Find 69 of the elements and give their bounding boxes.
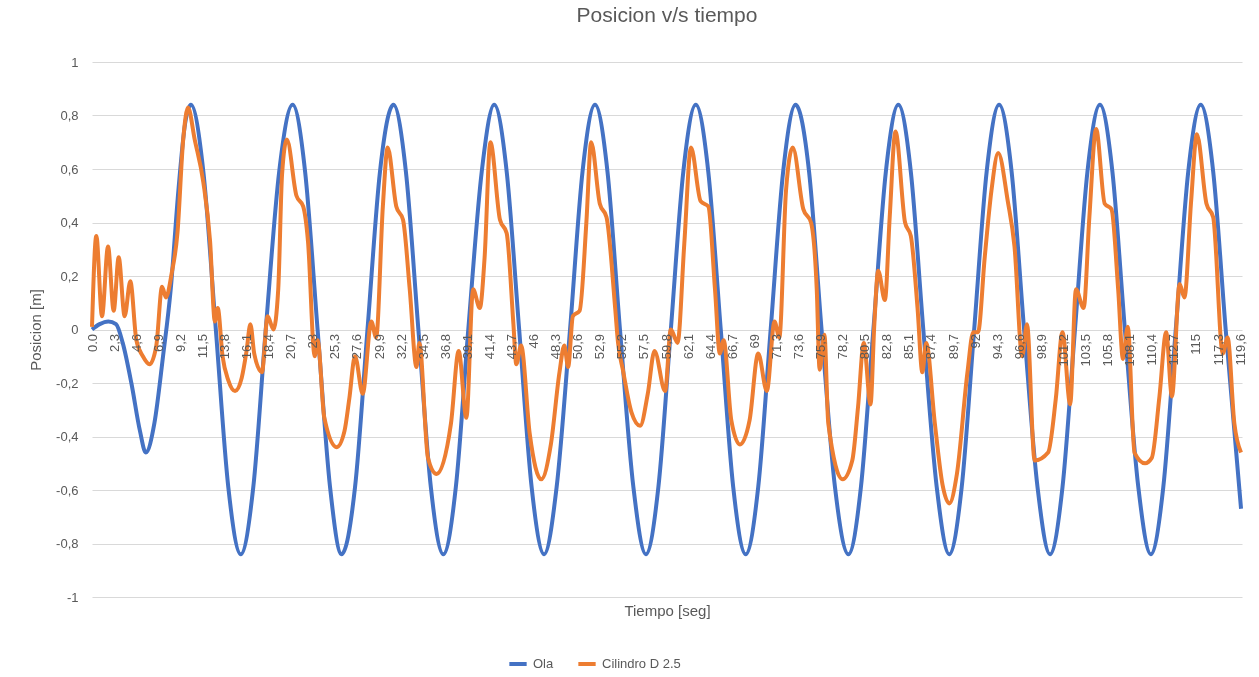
x-tick-label: 108,1 — [1122, 334, 1138, 367]
x-tick-label: 75,9 — [813, 334, 829, 360]
x-tick-label: 94,3 — [989, 334, 1005, 360]
x-tick-label: 32,2 — [393, 334, 409, 360]
y-axis-title: Posicion [m] — [27, 289, 45, 371]
x-tick-label: 96,6 — [1011, 334, 1027, 360]
x-tick-label: 105,8 — [1100, 334, 1116, 367]
x-tick-label: 27,6 — [349, 334, 365, 360]
x-tick-label: 71,3 — [768, 334, 784, 360]
x-tick-label: 46 — [526, 334, 542, 349]
x-tick-label: 57,5 — [636, 334, 652, 360]
y-tick-label: 0,2 — [60, 268, 79, 284]
x-axis-title: Tiempo [seg] — [624, 601, 711, 619]
x-tick-label: 92 — [967, 334, 983, 349]
y-tick-label: 0,4 — [60, 215, 79, 230]
x-tick-label: 0.0 — [84, 334, 100, 353]
x-tick-label: 29,9 — [371, 334, 387, 360]
x-tick-label: 69 — [746, 334, 762, 349]
x-tick-label: 18,4 — [261, 334, 277, 360]
y-tick-label: -1 — [66, 589, 79, 605]
x-tick-label: 80,5 — [857, 334, 873, 360]
x-tick-label: 78,2 — [835, 334, 851, 360]
x-tick-label: 34,5 — [415, 334, 431, 360]
x-tick-label: 2,3 — [106, 334, 122, 353]
x-tick-label: 85,1 — [901, 334, 917, 360]
x-tick-label: 36,8 — [437, 334, 453, 360]
x-tick-label: 103,5 — [1078, 334, 1094, 367]
legend-label: Cilindro D 2.5 — [602, 656, 681, 671]
x-tick-label: 112,7 — [1166, 334, 1182, 366]
x-tick-label: 87,4 — [923, 334, 939, 360]
x-tick-label: 20,7 — [283, 334, 299, 360]
x-tick-label: 48,3 — [548, 334, 564, 360]
y-tick-label: -0,8 — [56, 536, 79, 551]
x-tick-label: 98,9 — [1033, 334, 1049, 360]
x-tick-label: 50,6 — [570, 334, 586, 360]
y-tick-label: 1 — [71, 54, 79, 70]
x-tick-label: 23 — [305, 334, 321, 349]
x-tick-label: 59,8 — [658, 334, 674, 360]
x-tick-label: 62,1 — [680, 334, 696, 360]
chart-title: Posicion v/s tiempo — [576, 3, 758, 26]
y-tick-label: 0,6 — [60, 161, 79, 177]
x-tick-label: 6,9 — [150, 334, 166, 353]
y-tick-label: 0 — [71, 322, 79, 337]
x-tick-label: 13,8 — [216, 334, 232, 360]
x-tick-label: 66,7 — [724, 334, 740, 360]
x-tick-label: 4,6 — [128, 334, 144, 353]
legend-label: Ola — [533, 656, 554, 671]
y-tick-label: 0,8 — [60, 108, 79, 123]
x-tick-label: 64,4 — [702, 334, 718, 360]
x-tick-label: 89,7 — [945, 334, 961, 360]
x-tick-label: 11,5 — [194, 334, 210, 359]
x-tick-label: 39,1 — [459, 334, 475, 360]
x-tick-label: 73,6 — [791, 334, 807, 360]
y-tick-label: -0,6 — [56, 482, 79, 498]
y-tick-label: -0,4 — [56, 429, 79, 444]
x-tick-label: 9,2 — [172, 334, 188, 353]
x-tick-label: 41,4 — [481, 334, 497, 360]
x-tick-label: 43,7 — [503, 334, 519, 360]
x-tick-label: 16,1 — [239, 334, 255, 360]
x-tick-label: 117,3 — [1210, 334, 1226, 366]
x-tick-label: 55,2 — [614, 334, 630, 360]
x-tick-label: 82,8 — [879, 334, 895, 360]
x-tick-label: 52,9 — [592, 334, 608, 360]
y-tick-label: -0,2 — [56, 375, 79, 391]
x-tick-label: 101,2 — [1055, 334, 1071, 367]
x-tick-label: 25,3 — [327, 334, 343, 360]
x-tick-label: 110,4 — [1144, 334, 1160, 366]
x-tick-label: 115 — [1188, 334, 1204, 355]
x-tick-label: 119,6 — [1232, 334, 1248, 366]
